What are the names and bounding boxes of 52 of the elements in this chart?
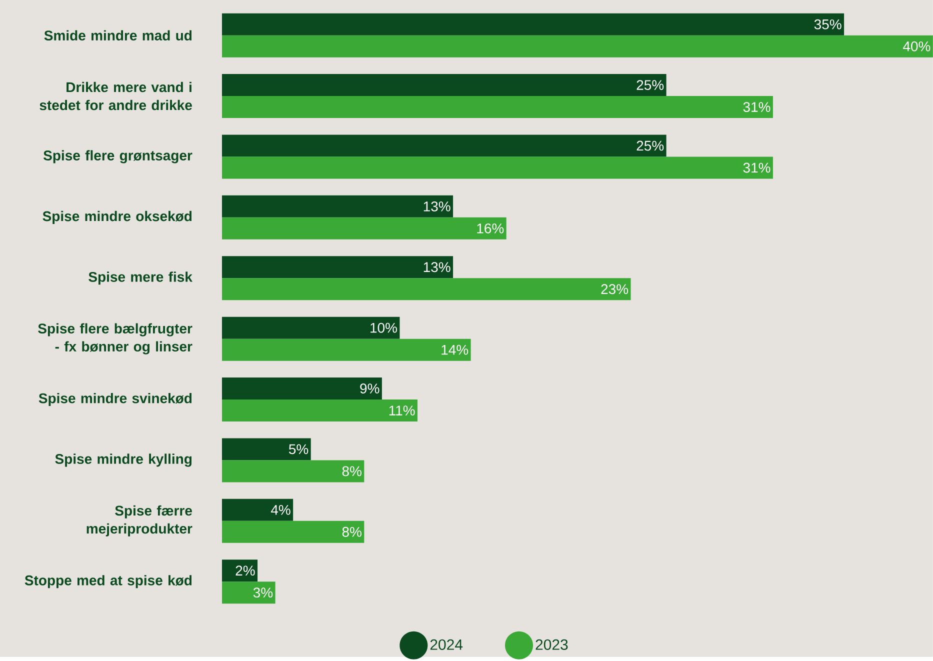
bar bbox=[222, 256, 454, 278]
data-label: 14% bbox=[442, 344, 468, 355]
y-tick-label: Spise mindre svinekød bbox=[38, 392, 192, 406]
bar bbox=[222, 74, 666, 96]
y-tick-label: Spise mindre kylling bbox=[55, 453, 192, 467]
data-label: 10% bbox=[370, 322, 398, 333]
bar bbox=[222, 377, 382, 400]
bar bbox=[222, 498, 294, 521]
y-tick-label: Spise flere bælgfrugter - fx bønner og linser bbox=[38, 323, 192, 354]
data-label: 3% bbox=[253, 587, 273, 598]
y-tick-label: Spise mindre oksekød bbox=[42, 210, 192, 224]
bar bbox=[222, 559, 258, 582]
legend-label: 2023 bbox=[536, 639, 568, 650]
bar bbox=[222, 438, 311, 460]
bar bbox=[222, 217, 506, 240]
data-label: 23% bbox=[601, 284, 628, 294]
bar bbox=[222, 35, 933, 58]
data-label: 25% bbox=[636, 140, 664, 151]
data-label: 13% bbox=[424, 201, 450, 212]
data-label: 25% bbox=[636, 80, 664, 90]
data-label: 16% bbox=[477, 223, 504, 234]
data-label: 4% bbox=[270, 504, 290, 515]
bar bbox=[222, 134, 666, 157]
data-label: 2% bbox=[236, 565, 255, 576]
legend-label: 2024 bbox=[430, 639, 463, 650]
data-label: 8% bbox=[342, 526, 362, 537]
bar bbox=[222, 581, 276, 604]
bar bbox=[222, 338, 471, 361]
data-label: 31% bbox=[743, 162, 770, 173]
data-label: 35% bbox=[814, 19, 842, 30]
data-label: 9% bbox=[360, 383, 380, 394]
data-label: 40% bbox=[903, 41, 930, 52]
bar bbox=[222, 520, 364, 543]
bar bbox=[222, 316, 400, 339]
y-tick-label: Spise færre mejeriprodukter bbox=[86, 505, 192, 536]
data-label: 31% bbox=[743, 102, 770, 112]
bar bbox=[222, 156, 773, 179]
y-tick-label: Stoppe med at spise kød bbox=[24, 574, 192, 588]
data-label: 11% bbox=[389, 405, 415, 416]
data-label: 8% bbox=[342, 466, 362, 476]
bar bbox=[222, 13, 844, 36]
y-tick-label: Spise mere fisk bbox=[88, 271, 192, 284]
data-label: 13% bbox=[424, 262, 450, 272]
bar bbox=[222, 399, 418, 422]
data-label: 5% bbox=[288, 444, 308, 454]
bar bbox=[222, 195, 454, 218]
y-tick-label: Spise flere grøntsager bbox=[43, 150, 192, 164]
bar bbox=[222, 460, 364, 482]
bar bbox=[222, 278, 631, 300]
y-tick-label: Drikke mere vand i stedet for andre drikke bbox=[40, 82, 192, 110]
y-tick-label: Smide mindre mad ud bbox=[44, 30, 192, 40]
bar bbox=[222, 96, 773, 118]
